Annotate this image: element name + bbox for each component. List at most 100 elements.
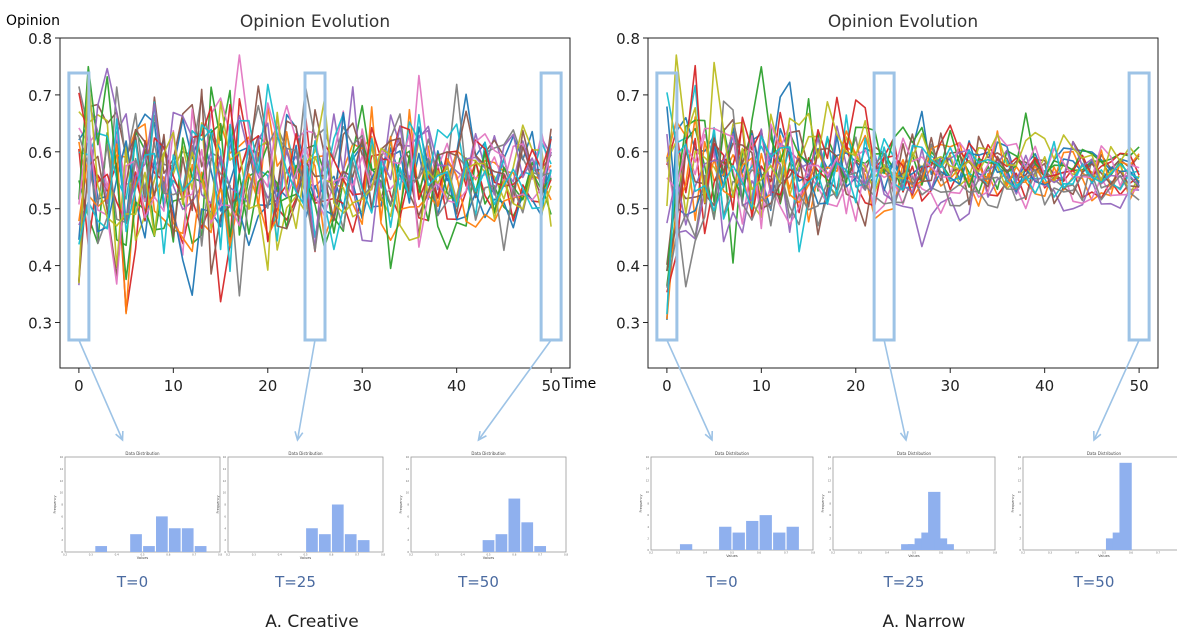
- histogram-title: Data Distribution: [897, 451, 932, 456]
- x-tick-label: 20: [258, 377, 277, 395]
- histogram-y-tick-label: 4: [61, 526, 63, 530]
- x-tick-label: 30: [941, 377, 960, 395]
- histogram-x-tick-label: 0.4: [461, 553, 465, 557]
- histogram-y-tick-label: 16: [223, 455, 227, 459]
- histogram-bar: [143, 546, 155, 552]
- histogram-y-tick-label: 8: [647, 502, 649, 506]
- time-label: T=50: [457, 573, 499, 591]
- histogram-y-tick-label: 2: [1019, 536, 1021, 540]
- histogram-x-tick-label: 0.8: [381, 553, 385, 557]
- histogram-x-tick-label: 0.8: [993, 551, 997, 555]
- histogram-bar: [1119, 462, 1132, 550]
- histogram-x-tick-label: 0.2: [409, 553, 413, 557]
- plot-frame: [647, 37, 1159, 369]
- series-line: [666, 120, 1140, 223]
- highlight-box: [1127, 71, 1151, 342]
- series-line: [666, 111, 1140, 235]
- panel-caption: A. Narrow: [883, 612, 966, 631]
- histogram-x-tick-label: 0.3: [435, 553, 439, 557]
- histogram-x-tick-label: 0.4: [278, 553, 282, 557]
- histogram-bar: [508, 498, 521, 552]
- histogram-x-tick-label: 0.2: [831, 551, 835, 555]
- histogram-x-tick-label: 0.2: [1021, 551, 1025, 555]
- histogram-y-tick-label: 12: [646, 478, 650, 482]
- y-tick-label: 0.4: [616, 258, 640, 276]
- histogram-title: Data Distribution: [125, 451, 160, 456]
- histogram-x-tick-label: 0.7: [355, 553, 359, 557]
- histogram-bar: [746, 520, 759, 550]
- histogram-y-tick-label: 14: [223, 467, 227, 471]
- histogram-y-tick-label: 16: [828, 455, 832, 459]
- histogram-y-tick-label: 12: [828, 478, 832, 482]
- histogram-bar: [306, 528, 318, 552]
- histogram-x-tick-label: 0.6: [1129, 551, 1133, 555]
- histogram-y-tick-label: 4: [647, 525, 649, 529]
- histogram-x-tick-label: 0.5: [912, 551, 916, 555]
- arrow-head: [294, 431, 304, 442]
- chart-title: Opinion Evolution: [828, 12, 978, 32]
- histogram-ylabel: Frequency: [639, 494, 643, 512]
- histogram-y-tick-label: 0: [61, 550, 63, 554]
- histogram-y-tick-label: 2: [61, 538, 63, 542]
- histogram-frame: [650, 456, 814, 551]
- histogram: Data Distribution Values Frequency 0.2 0.3 0.…: [53, 451, 222, 560]
- histogram-y-tick-label: 16: [406, 455, 410, 459]
- histogram-y-tick-label: 8: [829, 502, 831, 506]
- histogram-bar: [534, 546, 547, 552]
- histogram-y-tick-label: 2: [647, 536, 649, 540]
- histogram-y-tick-label: 0: [407, 550, 409, 554]
- histogram-title: Data Distribution: [715, 451, 750, 456]
- histogram-x-tick-label: 0.5: [303, 553, 307, 557]
- x-tick-label: 0: [662, 377, 672, 395]
- histogram-bar: [773, 532, 786, 550]
- x-tick-label: 50: [542, 377, 561, 395]
- histogram-y-tick-label: 0: [224, 550, 226, 554]
- x-tick-label: 40: [447, 377, 466, 395]
- arrow-line: [883, 339, 907, 441]
- histogram-y-tick-label: 12: [60, 479, 64, 483]
- histogram-x-tick-label: 0.8: [218, 553, 222, 557]
- y-tick-label: 0.6: [28, 144, 52, 162]
- histogram-xlabel: Values: [300, 556, 312, 560]
- series-line: [78, 83, 552, 255]
- histogram-xlabel: Values: [483, 556, 495, 560]
- histogram-xlabel: Values: [1098, 554, 1110, 558]
- histogram-frame: [227, 456, 384, 553]
- histogram-y-tick-label: 8: [407, 503, 409, 507]
- histogram-bar: [1105, 538, 1119, 550]
- histogram-y-tick-label: 2: [224, 538, 226, 542]
- histogram-bar: [130, 534, 142, 552]
- histogram-x-tick-label: 0.7: [966, 551, 970, 555]
- histogram-x-tick-label: 0.4: [703, 551, 707, 555]
- histogram-x-tick-label: 0.2: [649, 551, 653, 555]
- histogram-y-tick-label: 8: [1019, 502, 1021, 506]
- histogram-y-tick-label: 6: [61, 514, 63, 518]
- time-label: T=0: [705, 573, 737, 591]
- histogram-y-tick-label: 6: [1019, 513, 1021, 517]
- arrow-head: [704, 430, 714, 442]
- histogram-x-tick-label: 0.6: [512, 553, 516, 557]
- series-line: [78, 85, 552, 282]
- histogram-bar: [156, 516, 168, 552]
- arrow-head: [115, 430, 124, 442]
- histogram-bar: [901, 544, 914, 550]
- histogram-y-tick-label: 2: [829, 536, 831, 540]
- x-tick-label: 40: [1035, 377, 1054, 395]
- histogram-bar: [482, 540, 495, 552]
- histogram-x-tick-label: 0.5: [140, 553, 144, 557]
- histogram-bar: [732, 532, 745, 550]
- histogram-y-tick-label: 4: [1019, 525, 1021, 529]
- histogram-xlabel: Values: [726, 554, 738, 558]
- histogram-y-tick-label: 10: [1018, 490, 1022, 494]
- histogram-y-tick-label: 6: [407, 514, 409, 518]
- histogram-y-tick-label: 6: [829, 513, 831, 517]
- time-label: T=50: [1073, 573, 1115, 591]
- histogram-y-tick-label: 0: [647, 548, 649, 552]
- histogram-y-tick-label: 16: [60, 455, 64, 459]
- histogram-bar: [934, 538, 948, 550]
- histogram-frame: [410, 456, 567, 553]
- arrow-line: [296, 339, 316, 441]
- histogram-x-tick-label: 0.7: [1156, 551, 1160, 555]
